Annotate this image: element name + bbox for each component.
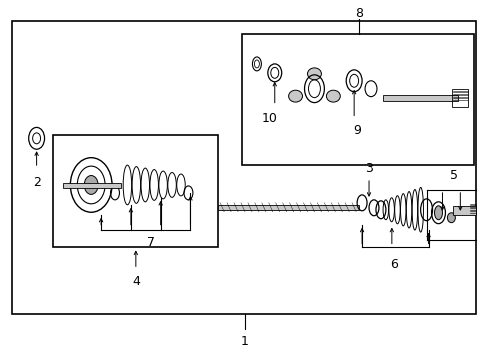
Polygon shape — [218, 205, 358, 210]
Text: 1: 1 — [241, 335, 248, 348]
Text: 8: 8 — [354, 7, 363, 20]
Ellipse shape — [288, 90, 302, 102]
Polygon shape — [63, 183, 121, 188]
Text: 6: 6 — [389, 258, 397, 271]
Text: 10: 10 — [262, 112, 277, 125]
Text: 5: 5 — [449, 168, 457, 181]
Ellipse shape — [84, 176, 98, 194]
Polygon shape — [452, 206, 475, 215]
Ellipse shape — [434, 206, 442, 220]
Polygon shape — [382, 95, 457, 100]
Ellipse shape — [307, 68, 321, 80]
Text: 2: 2 — [33, 176, 41, 189]
Text: 4: 4 — [132, 275, 140, 288]
Text: 9: 9 — [352, 124, 360, 137]
Text: 3: 3 — [365, 162, 372, 175]
Ellipse shape — [447, 213, 454, 223]
Ellipse shape — [326, 90, 340, 102]
Text: 7: 7 — [146, 236, 154, 249]
